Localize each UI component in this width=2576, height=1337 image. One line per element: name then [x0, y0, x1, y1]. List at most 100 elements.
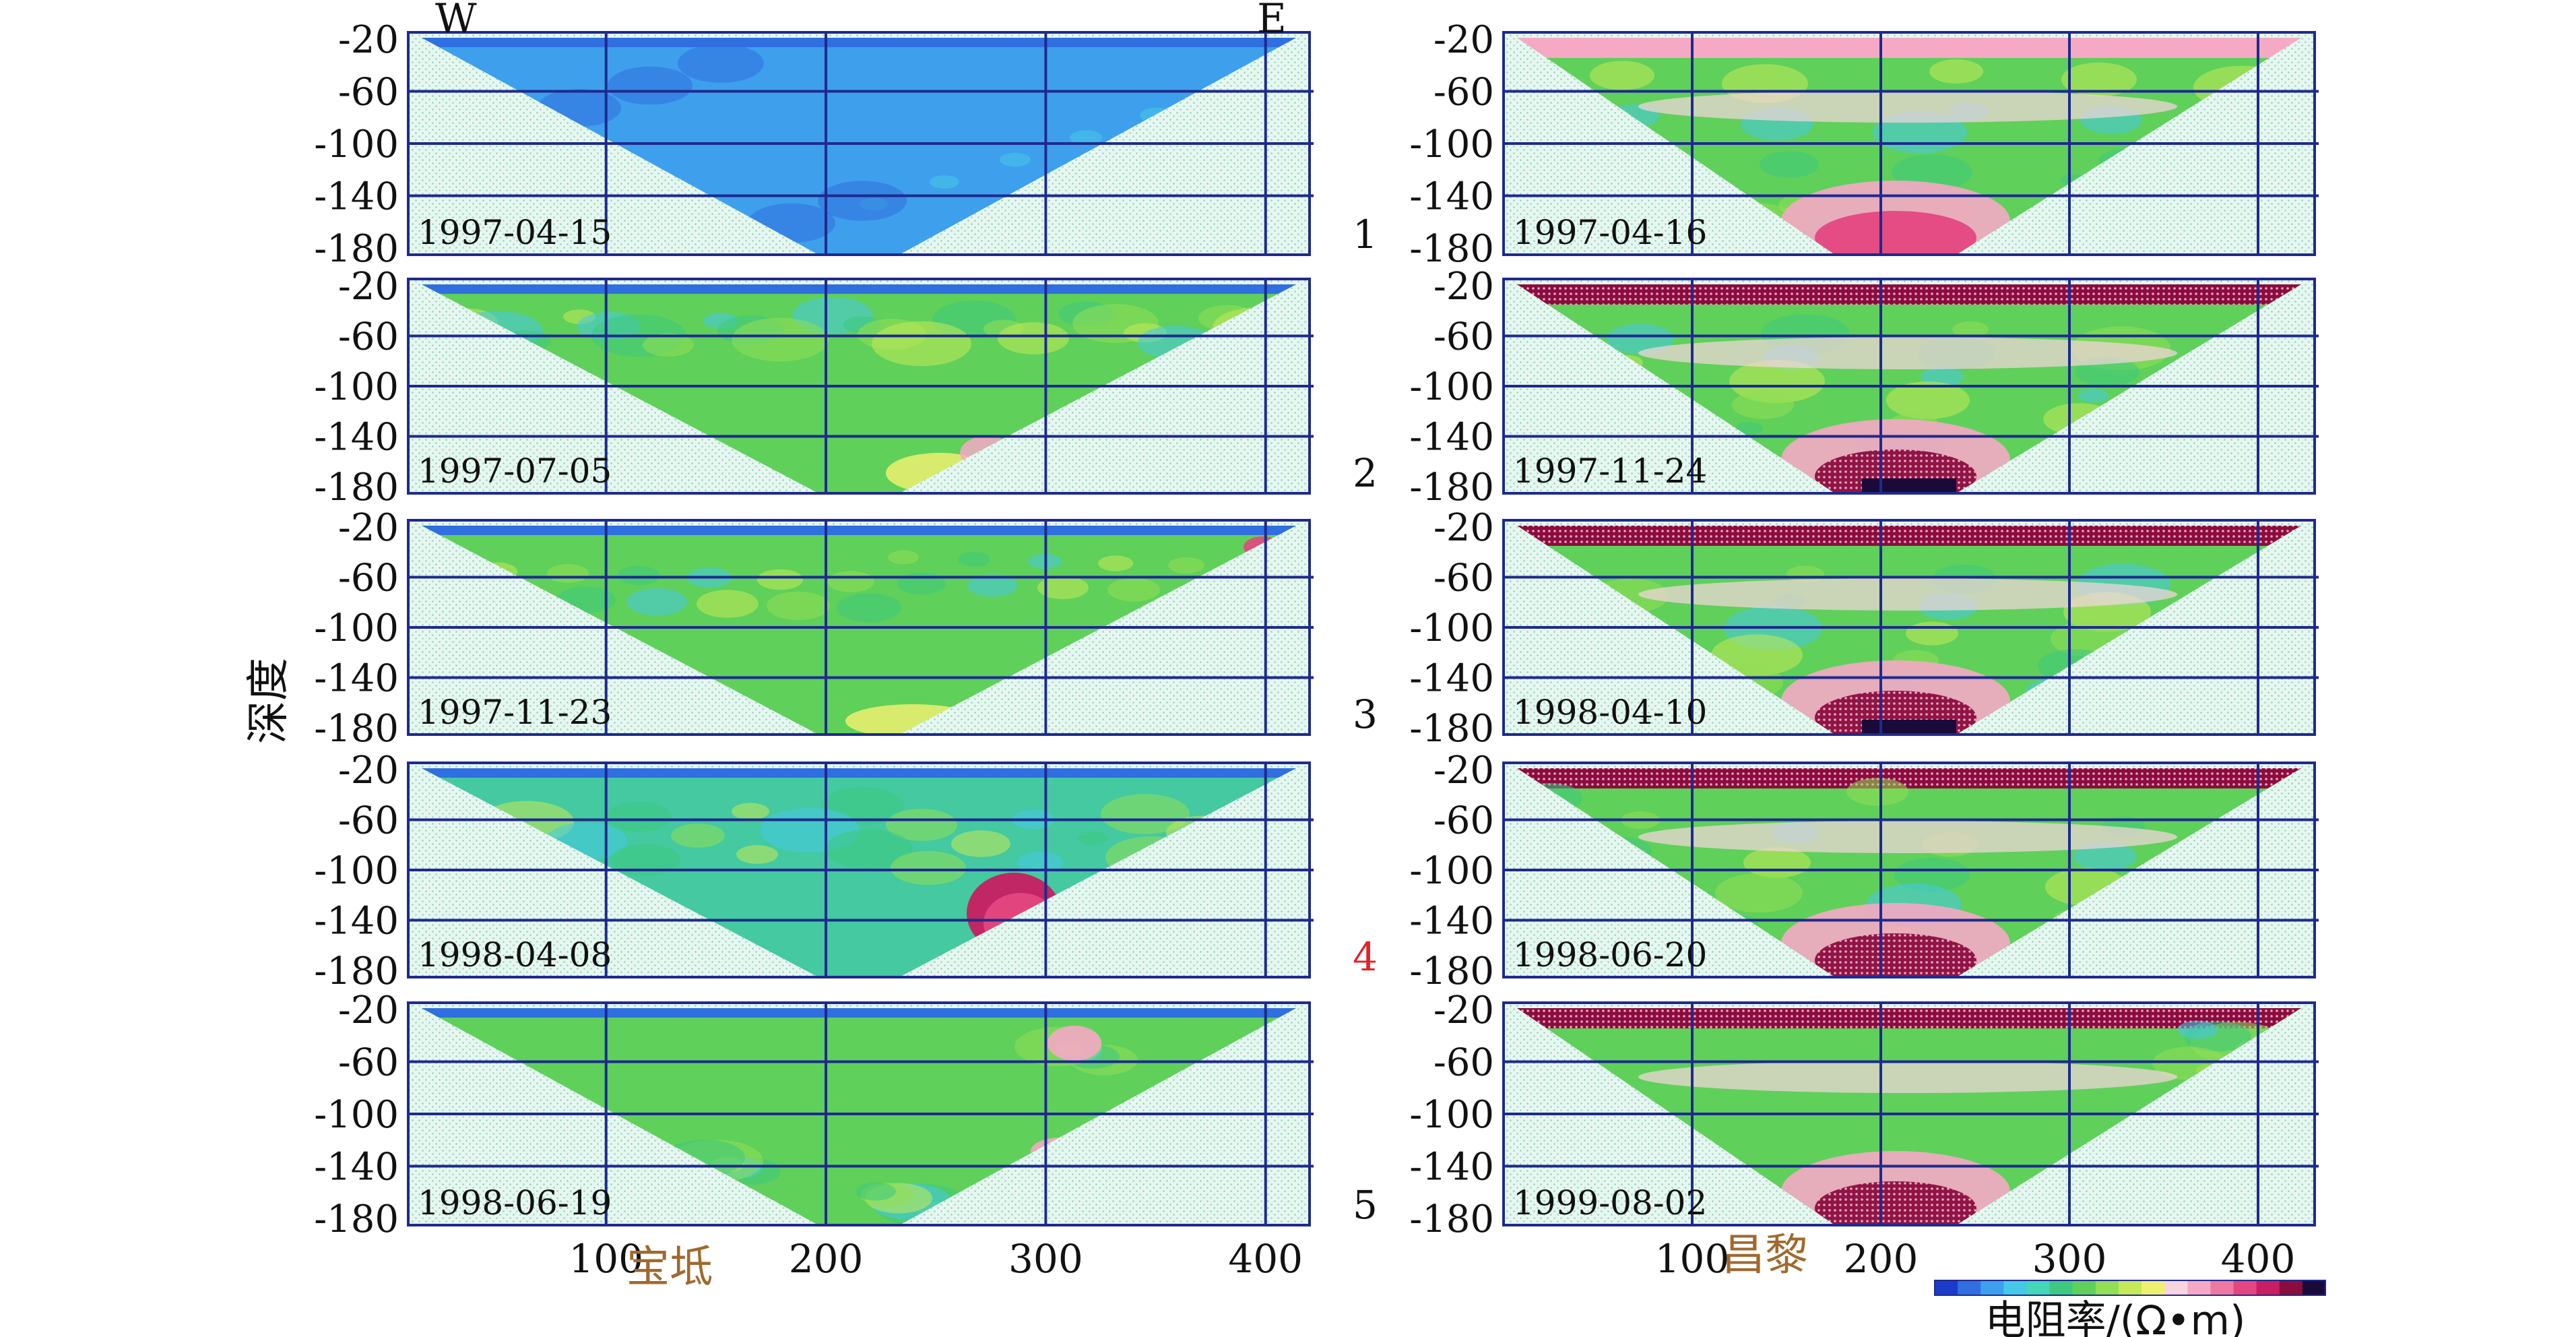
y-tick-label: -20 — [338, 989, 399, 1032]
y-tick-label: -100 — [314, 849, 399, 893]
resistivity-blob — [1735, 422, 1763, 435]
resistivity-blob — [757, 569, 803, 590]
surface-layer — [422, 284, 1296, 294]
colorbar-swatch — [2072, 1280, 2096, 1295]
y-tick-label: -100 — [1409, 1093, 1494, 1137]
y-tick-label: -20 — [338, 18, 399, 62]
surface-layer — [1517, 768, 2301, 788]
y-tick-label: -60 — [338, 557, 399, 600]
y-tick-label: -60 — [338, 799, 399, 843]
y-tick-label: -180 — [314, 707, 399, 751]
resistivity-blob — [1732, 391, 1794, 419]
y-tick-label: -20 — [1434, 506, 1494, 550]
resistivity-blob — [1607, 323, 1674, 354]
panel-left-4: -20 -60 -100 -140 -180 1998-04-08 — [314, 749, 1314, 993]
resistivity-blob — [930, 175, 959, 189]
surface-layer — [422, 526, 1296, 535]
resistivity-blob — [1638, 821, 2177, 853]
x-tick-label: 100 — [569, 1236, 643, 1282]
panel-number: 2 — [1353, 450, 1378, 496]
colorbar-swatch — [1935, 1280, 1959, 1295]
panel-left-2: -20 -60 -100 -140 -180 1997-07-05 — [314, 265, 1314, 509]
resistivity-blob — [1098, 555, 1133, 571]
resistivity-blob — [1743, 847, 1811, 878]
y-tick-label: -140 — [314, 175, 399, 219]
y-tick-label: -180 — [314, 1198, 399, 1241]
resistivity-blob — [1638, 1061, 2177, 1093]
y-tick-label: -100 — [314, 365, 399, 409]
panel-right-1: -20 -60 -100 -140 -180 1997-04-16 1 — [1353, 18, 2319, 271]
resistivity-blob — [2061, 62, 2137, 97]
resistivity-blob — [958, 552, 990, 567]
y-tick-label: -140 — [1409, 416, 1494, 460]
deep-anomaly — [1862, 478, 1956, 493]
resistivity-blob — [1715, 873, 1803, 913]
surface-layer — [1517, 38, 2301, 58]
y-tick-label: -180 — [1409, 707, 1494, 751]
resistivity-blob — [767, 591, 830, 621]
colorbar-swatch — [2095, 1280, 2119, 1295]
resistivity-blob — [804, 109, 862, 136]
resistivity-blob — [610, 844, 680, 876]
surface-layer — [1517, 526, 2301, 546]
y-tick-label: -60 — [338, 315, 399, 359]
y-tick-label: -140 — [1409, 1146, 1494, 1189]
resistivity-blob — [1107, 578, 1160, 602]
colorbar-swatch — [1958, 1280, 1982, 1295]
surface-layer — [422, 768, 1296, 778]
resistivity-blob — [1077, 831, 1108, 846]
colorbar-swatch — [1981, 1280, 2005, 1295]
y-tick-label: -60 — [1434, 799, 1494, 843]
panel-right-5: -20 -60 -100 -140 -180 100 200 300 400 1999-08-02… — [1353, 989, 2319, 1282]
y-tick-label: -20 — [1434, 749, 1494, 792]
resistivity-blob — [732, 803, 769, 820]
resistivity-blob — [1815, 211, 1976, 255]
site-label-right: 昌黎 — [1722, 1231, 1808, 1280]
date-label: 1997-07-05 — [418, 452, 612, 491]
date-label: 1998-06-20 — [1513, 935, 1707, 974]
resistivity-blob — [856, 1182, 896, 1201]
y-tick-label: -100 — [314, 123, 399, 166]
surface-layer — [1517, 1008, 2301, 1028]
y-tick-label: -20 — [1434, 18, 1494, 62]
y-tick-label: -100 — [314, 1093, 399, 1137]
resistivity-blob — [617, 565, 660, 586]
y-tick-label: -140 — [314, 416, 399, 460]
date-label: 1997-11-24 — [1513, 452, 1707, 491]
panel-right-4: -20 -60 -100 -140 -180 1998-06-20 4 — [1353, 749, 2319, 993]
resistivity-blob — [872, 321, 971, 367]
resistivity-blob — [874, 87, 933, 114]
resistivity-blob — [1638, 337, 2177, 369]
y-tick-label: -140 — [314, 657, 399, 701]
resistivity-blob — [608, 66, 693, 105]
y-tick-label: -140 — [314, 900, 399, 943]
date-label: 1997-11-23 — [418, 693, 612, 732]
resistivity-blob — [1894, 857, 1970, 892]
resistivity-blob — [736, 845, 778, 864]
colorbar-swatch — [2049, 1280, 2073, 1295]
panel-left-1: -20 -60 -100 -140 -180 1997-04-15 — [314, 18, 1314, 271]
resistivity-blob — [2078, 388, 2108, 403]
site-label-left: 宝坻 — [626, 1243, 713, 1293]
colorbar-swatch — [2256, 1280, 2280, 1295]
panel-right-3: -20 -60 -100 -140 -180 1998-04-10 3 — [1353, 506, 2319, 751]
panel-right-2: -20 -60 -100 -140 -180 1997-11-24 2 — [1353, 265, 2319, 509]
resistivity-blob — [1638, 90, 2177, 123]
y-tick-label: -20 — [1434, 265, 1494, 309]
date-label: 1998-04-10 — [1513, 693, 1707, 732]
resistivity-blob — [998, 322, 1069, 354]
resistivity-blob — [1638, 578, 2177, 611]
resistivity-blob — [643, 333, 694, 357]
y-tick-label: -140 — [1409, 175, 1494, 219]
x-tick-label: 300 — [1008, 1236, 1083, 1282]
y-tick-label: -20 — [1434, 989, 1494, 1032]
y-tick-label: -100 — [1409, 123, 1494, 166]
colorbar-swatch — [2187, 1280, 2212, 1295]
direction-east-label: E — [1257, 0, 1287, 42]
resistivity-blob — [1760, 151, 1819, 178]
resistivity-blob — [1101, 794, 1190, 834]
surface-layer — [1517, 284, 2301, 305]
colorbar — [1934, 1280, 2326, 1296]
date-label: 1998-04-08 — [418, 935, 612, 974]
x-tick-label: 400 — [2221, 1236, 2296, 1282]
